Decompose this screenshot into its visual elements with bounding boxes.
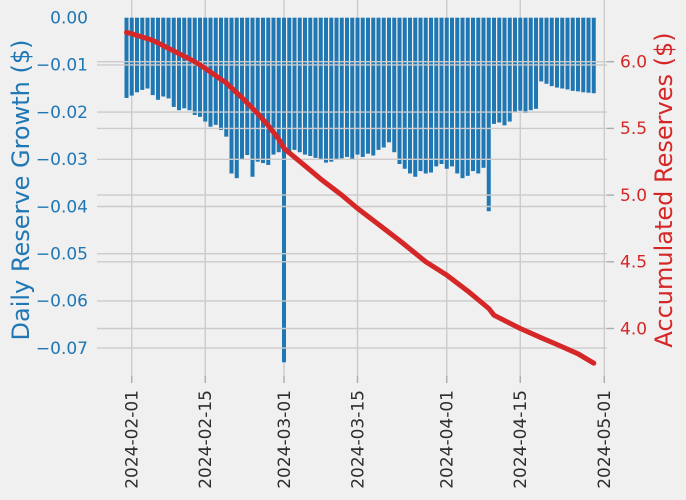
h-gridlines <box>97 61 607 349</box>
svg-text:0.00: 0.00 <box>50 8 88 28</box>
left-axis-title: Daily Reserve Growth ($) <box>7 39 35 341</box>
tick-marks <box>131 61 614 383</box>
svg-text:−0.04: −0.04 <box>36 197 88 217</box>
svg-text:−0.06: −0.06 <box>36 292 88 312</box>
right-axis-title: Accumulated Reserves ($) <box>650 32 678 348</box>
svg-text:2024-03-01: 2024-03-01 <box>275 390 295 489</box>
svg-text:4.0: 4.0 <box>620 319 647 339</box>
svg-text:6.0: 6.0 <box>620 52 647 72</box>
svg-text:−0.02: −0.02 <box>36 103 88 123</box>
bars-series <box>124 17 596 363</box>
reserve-line <box>124 29 597 366</box>
svg-text:5.0: 5.0 <box>620 186 647 206</box>
svg-text:2024-04-15: 2024-04-15 <box>511 390 531 489</box>
svg-text:−0.03: −0.03 <box>36 150 88 170</box>
left-tick-labels: 0.00 −0.01 −0.02 −0.03 −0.04 −0.05 −0.06 −0.07 <box>36 8 88 358</box>
svg-text:2024-02-01: 2024-02-01 <box>123 390 143 489</box>
svg-text:2024-04-01: 2024-04-01 <box>438 390 458 489</box>
svg-text:2024-02-15: 2024-02-15 <box>196 390 216 489</box>
svg-text:−0.01: −0.01 <box>36 56 88 76</box>
right-tick-labels: 6.0 5.5 5.0 4.5 4.0 <box>620 52 647 339</box>
svg-text:2024-03-15: 2024-03-15 <box>348 390 368 489</box>
svg-text:−0.05: −0.05 <box>36 244 88 264</box>
x-tick-labels: 2024-02-01 2024-02-15 2024-03-01 2024-03-15… <box>123 390 616 489</box>
svg-text:4.5: 4.5 <box>620 253 647 273</box>
svg-text:5.5: 5.5 <box>620 119 647 139</box>
svg-text:−0.07: −0.07 <box>36 339 88 359</box>
svg-text:2024-05-01: 2024-05-01 <box>595 390 615 489</box>
